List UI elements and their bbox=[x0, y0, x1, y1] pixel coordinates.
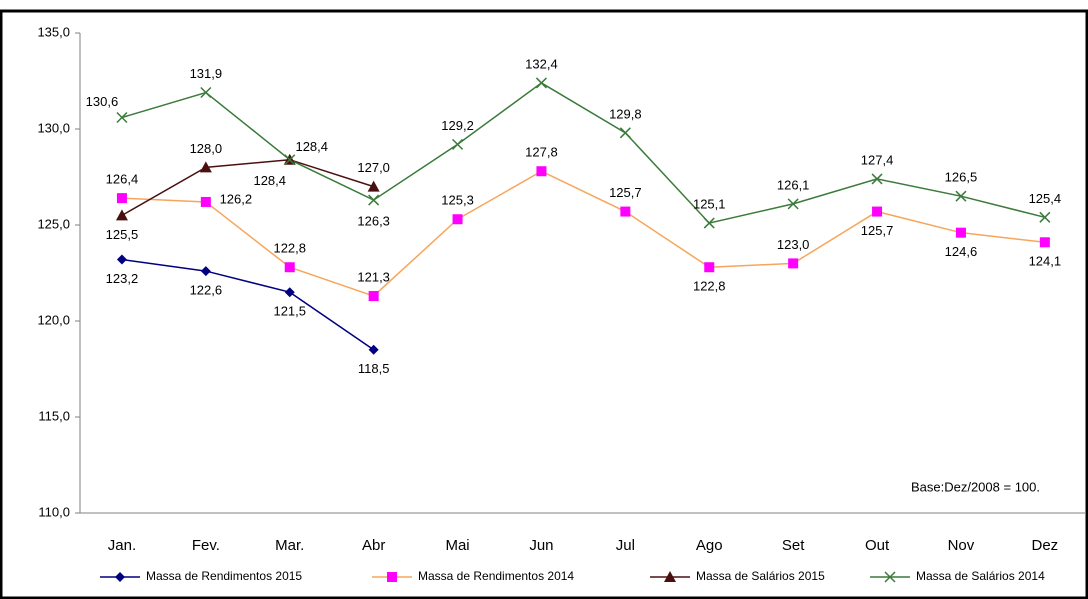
y-tick-label: 115,0 bbox=[38, 408, 70, 423]
legend-marker bbox=[387, 572, 397, 582]
data-label: 128,4 bbox=[295, 139, 328, 154]
legend-label: Massa de Salários 2015 bbox=[696, 569, 825, 583]
legend-label: Massa de Salários 2014 bbox=[916, 569, 1045, 583]
data-label: 122,8 bbox=[693, 279, 726, 294]
marker bbox=[200, 86, 212, 99]
x-tick-label: Fev. bbox=[192, 537, 220, 554]
marker bbox=[367, 180, 380, 192]
data-label: 122,8 bbox=[273, 241, 306, 256]
data-label: 130,6 bbox=[86, 94, 119, 109]
series-line bbox=[121, 170, 1045, 297]
marker bbox=[452, 214, 463, 225]
marker bbox=[452, 138, 464, 150]
marker bbox=[284, 287, 295, 298]
data-label: 121,5 bbox=[273, 304, 306, 319]
y-tick-label: 120,0 bbox=[37, 312, 70, 327]
marker bbox=[200, 196, 211, 207]
data-label: 125,1 bbox=[693, 197, 726, 212]
y-tick-label: 125,0 bbox=[37, 216, 70, 231]
legend-marker bbox=[664, 571, 676, 582]
marker bbox=[619, 127, 631, 139]
marker bbox=[284, 154, 296, 166]
x-tick-label: Jun bbox=[529, 537, 553, 554]
data-label: 127,8 bbox=[525, 145, 558, 160]
frame bbox=[0, 9, 1088, 599]
y-tick-label: 110,0 bbox=[38, 504, 70, 519]
data-label: 118,5 bbox=[358, 361, 390, 376]
data-label: 125,7 bbox=[609, 185, 642, 200]
x-tick-label: Dez bbox=[1032, 537, 1059, 554]
data-label: 126,5 bbox=[945, 170, 978, 185]
x-tick-label: Set bbox=[782, 537, 805, 554]
data-label: 128,0 bbox=[190, 141, 223, 156]
data-label: 129,2 bbox=[441, 118, 474, 133]
marker bbox=[200, 266, 211, 277]
data-label: 129,8 bbox=[609, 106, 642, 121]
marker bbox=[872, 206, 883, 217]
y-tick-label: 135,0 bbox=[37, 24, 70, 39]
marker bbox=[116, 111, 128, 124]
data-label: 125,5 bbox=[106, 227, 139, 242]
data-label: 125,4 bbox=[1029, 191, 1062, 206]
marker bbox=[1039, 211, 1051, 223]
data-label: 126,2 bbox=[220, 191, 253, 206]
data-label: 123,0 bbox=[777, 237, 810, 252]
x-tick-label: Mai bbox=[445, 537, 469, 554]
data-label: 128,4 bbox=[253, 173, 286, 188]
series-line bbox=[121, 158, 374, 217]
annotation: Base:Dez/2008 = 100. bbox=[911, 479, 1040, 494]
marker bbox=[284, 262, 295, 273]
marker bbox=[368, 291, 379, 302]
marker bbox=[787, 198, 799, 210]
x-tick-label: Ago bbox=[696, 537, 723, 554]
legend-marker bbox=[884, 571, 896, 583]
x-tick-label: Jan. bbox=[108, 537, 136, 554]
marker bbox=[1039, 237, 1050, 248]
data-label: 126,4 bbox=[106, 172, 139, 187]
data-label: 124,6 bbox=[945, 244, 978, 259]
y-tick-label: 130,0 bbox=[37, 120, 70, 135]
legend-label: Massa de Rendimentos 2015 bbox=[146, 569, 302, 583]
x-tick-label: Mar. bbox=[275, 537, 304, 554]
data-label: 126,1 bbox=[777, 177, 810, 192]
marker bbox=[115, 209, 128, 221]
x-tick-label: Abr bbox=[362, 537, 385, 554]
data-label: 127,4 bbox=[861, 152, 894, 167]
marker bbox=[535, 77, 547, 89]
data-label: 127,0 bbox=[357, 160, 390, 175]
data-label: 123,2 bbox=[106, 271, 139, 286]
marker bbox=[955, 190, 967, 202]
data-label: 131,9 bbox=[190, 66, 223, 81]
data-label: 125,3 bbox=[441, 193, 474, 208]
x-tick-label: Out bbox=[865, 537, 890, 554]
marker bbox=[368, 344, 379, 355]
data-label: 126,3 bbox=[357, 213, 390, 228]
data-label: 132,4 bbox=[525, 56, 558, 71]
marker bbox=[955, 227, 966, 238]
x-tick-label: Nov bbox=[948, 537, 975, 554]
data-label: 122,6 bbox=[190, 283, 223, 298]
marker bbox=[620, 206, 631, 217]
marker bbox=[199, 161, 212, 173]
marker bbox=[116, 193, 127, 204]
marker bbox=[536, 166, 547, 177]
series-line bbox=[121, 258, 375, 351]
marker bbox=[704, 262, 715, 273]
marker bbox=[368, 194, 380, 206]
marker bbox=[703, 217, 715, 229]
data-label: 124,1 bbox=[1029, 254, 1062, 269]
legend-label: Massa de Rendimentos 2014 bbox=[418, 569, 574, 583]
data-label: 125,7 bbox=[861, 223, 894, 238]
marker bbox=[871, 173, 883, 185]
x-tick-label: Jul bbox=[616, 537, 635, 554]
marker bbox=[116, 254, 127, 265]
series-line bbox=[121, 82, 1046, 224]
legend-marker bbox=[115, 572, 125, 582]
marker bbox=[788, 258, 799, 269]
data-label: 121,3 bbox=[357, 269, 390, 284]
